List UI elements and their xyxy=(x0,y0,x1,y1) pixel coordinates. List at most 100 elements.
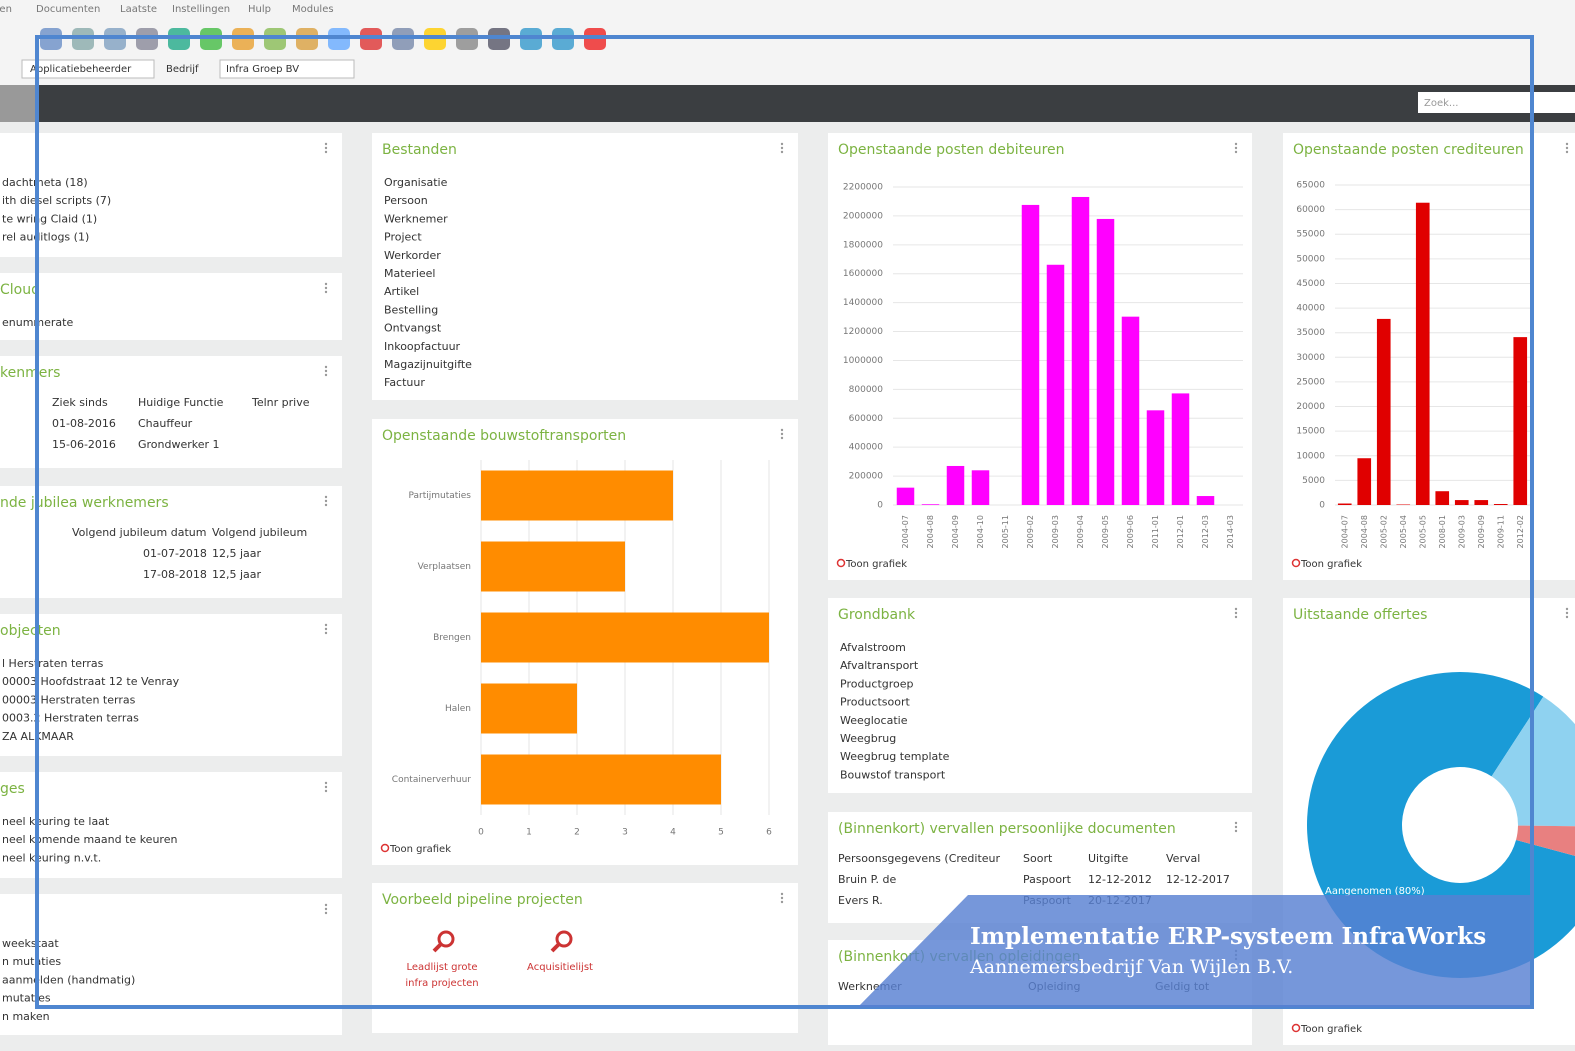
list-item[interactable]: 0003.2 Herstraten terras xyxy=(2,712,139,725)
panel-menu-dot[interactable] xyxy=(324,365,328,369)
panel-menu-dot[interactable] xyxy=(324,369,328,373)
chart-link[interactable]: Toon grafiek xyxy=(1300,1024,1362,1035)
panel-menu-dot[interactable] xyxy=(1565,146,1569,150)
list-item[interactable]: neel keuring n.v.t. xyxy=(2,851,101,864)
chart-link[interactable]: Toon grafiek xyxy=(1300,559,1362,570)
panel-menu-dot[interactable] xyxy=(324,286,328,290)
list-item[interactable]: Bouwstof transport xyxy=(840,768,946,781)
list-item[interactable]: 00003 Hoofdstraat 12 te Venray xyxy=(2,675,180,688)
list-item[interactable]: Factuur xyxy=(384,376,425,389)
list-item[interactable]: Afvalstroom xyxy=(840,641,906,654)
panel-menu-dot[interactable] xyxy=(324,495,328,499)
list-item[interactable]: n maken xyxy=(2,1010,50,1023)
list-item[interactable]: aanmelden (handmatig) xyxy=(2,973,135,986)
link-label[interactable]: Acquisitielijst xyxy=(527,962,593,973)
menu-item[interactable]: ken xyxy=(0,4,12,15)
panel-menu-dot[interactable] xyxy=(780,900,784,904)
panel-menu-dot[interactable] xyxy=(324,150,328,154)
panel-menu-dot[interactable] xyxy=(780,150,784,154)
panel-menu-dot[interactable] xyxy=(324,631,328,635)
panel-menu-dot[interactable] xyxy=(324,623,328,627)
panel-menu-dot[interactable] xyxy=(1234,825,1238,829)
link-icon[interactable] xyxy=(437,930,455,948)
panel-menu-dot[interactable] xyxy=(1234,611,1238,615)
chart-link[interactable]: Toon grafiek xyxy=(389,844,451,855)
list-item[interactable]: Weegbrug xyxy=(840,732,896,745)
list-item[interactable]: Project xyxy=(384,231,422,244)
link-label[interactable]: Leadlijst grote xyxy=(406,962,477,973)
menu-item[interactable]: Hulp xyxy=(248,4,271,15)
panel-menu-dot[interactable] xyxy=(1565,150,1569,154)
list-item[interactable]: Afvaltransport xyxy=(840,659,919,672)
panel-menu-dot[interactable] xyxy=(324,142,328,146)
list-item[interactable]: l Herstraten terras xyxy=(2,657,104,670)
list-item[interactable]: Bestelling xyxy=(384,303,438,316)
panel-menu-dot[interactable] xyxy=(324,911,328,915)
list-item[interactable]: Magazijnuitgifte xyxy=(384,358,472,371)
list-item[interactable]: Organisatie xyxy=(384,176,448,189)
panel-menu-dot[interactable] xyxy=(780,436,784,440)
list-item[interactable]: neel komende maand te keuren xyxy=(2,833,177,846)
panel-menu-dot[interactable] xyxy=(324,282,328,286)
panel-menu-dot[interactable] xyxy=(1565,615,1569,619)
panel-menu-dot[interactable] xyxy=(1234,607,1238,611)
menu-item[interactable]: Instellingen xyxy=(172,4,230,15)
menu-item[interactable]: Documenten xyxy=(36,4,100,15)
list-item[interactable]: Materieel xyxy=(384,267,435,280)
list-item[interactable]: dachtmeta (18) xyxy=(2,176,88,189)
list-item[interactable]: te wring Claid (1) xyxy=(2,212,97,225)
list-item[interactable]: Persoon xyxy=(384,194,428,207)
list-item[interactable]: Productsoort xyxy=(840,696,910,709)
link-icon[interactable] xyxy=(555,930,573,948)
list-item[interactable]: 00003 Herstraten terras xyxy=(2,693,136,706)
panel-menu-dot[interactable] xyxy=(324,373,328,377)
panel-menu-dot[interactable] xyxy=(324,781,328,785)
panel-menu-dot[interactable] xyxy=(1234,142,1238,146)
list-item[interactable]: weekstaat xyxy=(2,937,59,950)
list-item[interactable]: Inkoopfactuur xyxy=(384,340,461,353)
list-item[interactable]: Productgroep xyxy=(840,677,914,690)
list-item[interactable]: Weeglocatie xyxy=(840,714,908,727)
panel-menu-dot[interactable] xyxy=(1234,615,1238,619)
panel-menu-dot[interactable] xyxy=(1234,829,1238,833)
list-item[interactable]: neel keuring te laat xyxy=(2,815,110,828)
link-label[interactable]: infra projecten xyxy=(405,978,478,989)
panel-menu-dot[interactable] xyxy=(324,785,328,789)
panel-menu-dot[interactable] xyxy=(1565,607,1569,611)
panel-menu-dot[interactable] xyxy=(324,499,328,503)
menu-item[interactable]: Modules xyxy=(292,4,334,15)
chart-link[interactable]: Toon grafiek xyxy=(845,559,907,570)
panel-menu-dot[interactable] xyxy=(324,907,328,911)
panel-menu-dot[interactable] xyxy=(324,146,328,150)
list-item[interactable]: Werknemer xyxy=(384,212,448,225)
list-item[interactable]: Weegbrug template xyxy=(840,750,950,763)
panel-menu-dot[interactable] xyxy=(324,627,328,631)
role-select[interactable] xyxy=(21,59,155,79)
panel-menu-dot[interactable] xyxy=(780,428,784,432)
panel-menu-dot[interactable] xyxy=(780,892,784,896)
list-item[interactable]: mutaties xyxy=(2,992,51,1005)
panel-menu-dot[interactable] xyxy=(324,503,328,507)
list-item[interactable]: ith diesel scripts (7) xyxy=(2,194,111,207)
panel-menu-dot[interactable] xyxy=(780,896,784,900)
panel-menu-dot[interactable] xyxy=(324,290,328,294)
list-item[interactable]: Ontvangst xyxy=(384,322,442,335)
panel-menu-dot[interactable] xyxy=(780,146,784,150)
panel-menu-dot[interactable] xyxy=(1565,611,1569,615)
panel-menu-dot[interactable] xyxy=(1234,821,1238,825)
panel-menu-dot[interactable] xyxy=(324,903,328,907)
panel-menu-dot[interactable] xyxy=(780,142,784,146)
search-input[interactable] xyxy=(1418,92,1575,113)
list-item[interactable]: n mutaties xyxy=(2,955,61,968)
menu-item[interactable]: Laatste xyxy=(120,4,157,15)
panel-menu-dot[interactable] xyxy=(1565,142,1569,146)
list-item[interactable]: Werkorder xyxy=(384,249,441,262)
list-item[interactable]: rel auditlogs (1) xyxy=(2,231,89,244)
panel-menu-dot[interactable] xyxy=(780,432,784,436)
panel-menu-dot[interactable] xyxy=(1234,146,1238,150)
panel-menu-dot[interactable] xyxy=(1234,150,1238,154)
panel-menu-dot[interactable] xyxy=(324,789,328,793)
list-item[interactable]: Artikel xyxy=(384,285,419,298)
company-select[interactable] xyxy=(219,59,355,79)
